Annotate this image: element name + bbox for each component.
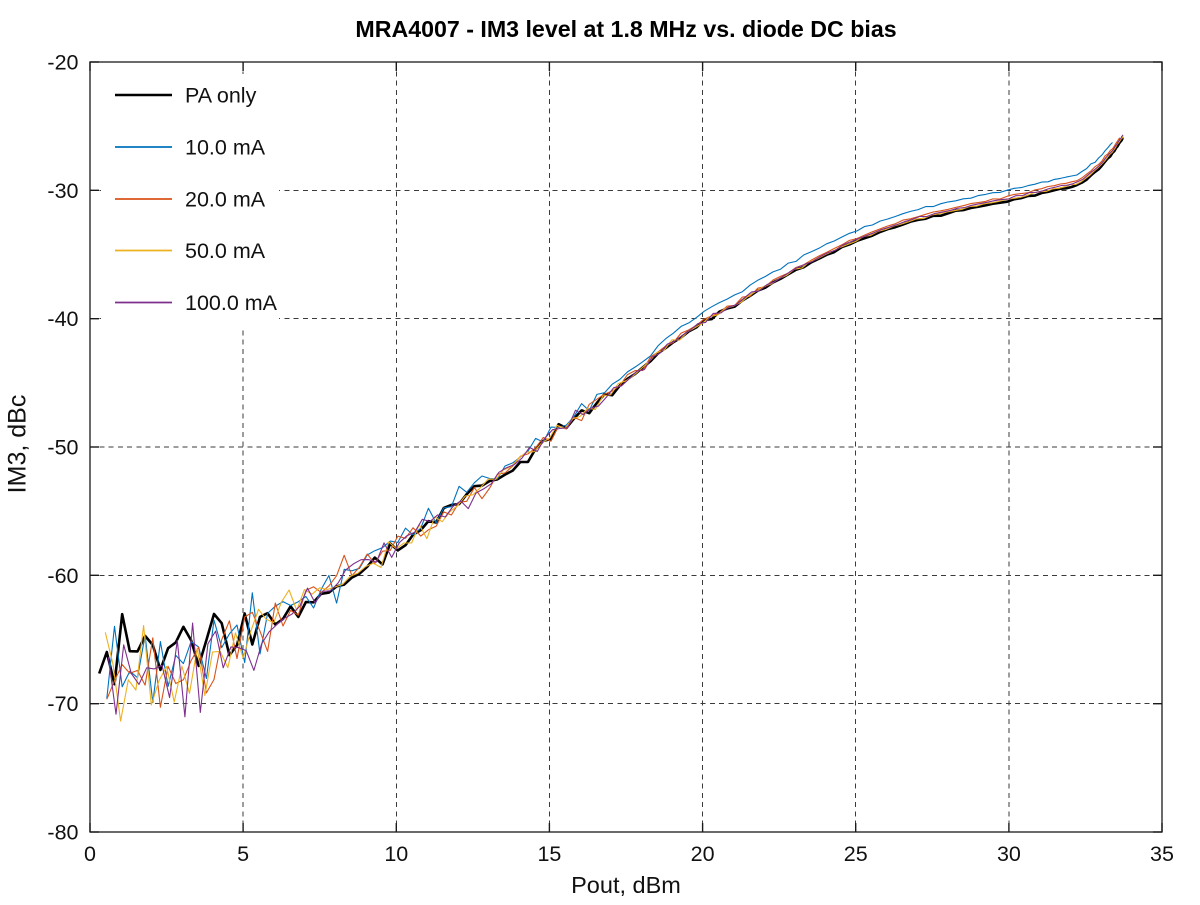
- svg-text:10: 10: [384, 842, 408, 866]
- svg-text:PA only: PA only: [185, 84, 257, 108]
- svg-text:50.0 mA: 50.0 mA: [185, 239, 266, 263]
- svg-text:-80: -80: [47, 821, 78, 845]
- svg-text:-30: -30: [47, 179, 78, 203]
- svg-text:-60: -60: [47, 564, 78, 588]
- svg-text:-20: -20: [47, 51, 78, 75]
- svg-text:20: 20: [691, 842, 715, 866]
- svg-text:25: 25: [844, 842, 868, 866]
- svg-text:-70: -70: [47, 692, 78, 716]
- svg-text:-50: -50: [47, 436, 78, 460]
- svg-text:10.0 mA: 10.0 mA: [185, 136, 266, 160]
- svg-text:100.0 mA: 100.0 mA: [185, 291, 278, 315]
- svg-text:5: 5: [237, 842, 249, 866]
- svg-text:-40: -40: [47, 307, 78, 331]
- svg-text:Pout, dBm: Pout, dBm: [571, 872, 681, 898]
- svg-text:MRA4007 - IM3 level at 1.8 MHz: MRA4007 - IM3 level at 1.8 MHz vs. diode…: [355, 16, 896, 42]
- svg-text:35: 35: [1150, 842, 1174, 866]
- svg-text:15: 15: [537, 842, 561, 866]
- svg-text:30: 30: [997, 842, 1021, 866]
- svg-text:IM3, dBc: IM3, dBc: [4, 395, 32, 494]
- svg-text:20.0 mA: 20.0 mA: [185, 188, 266, 212]
- svg-text:0: 0: [84, 842, 96, 866]
